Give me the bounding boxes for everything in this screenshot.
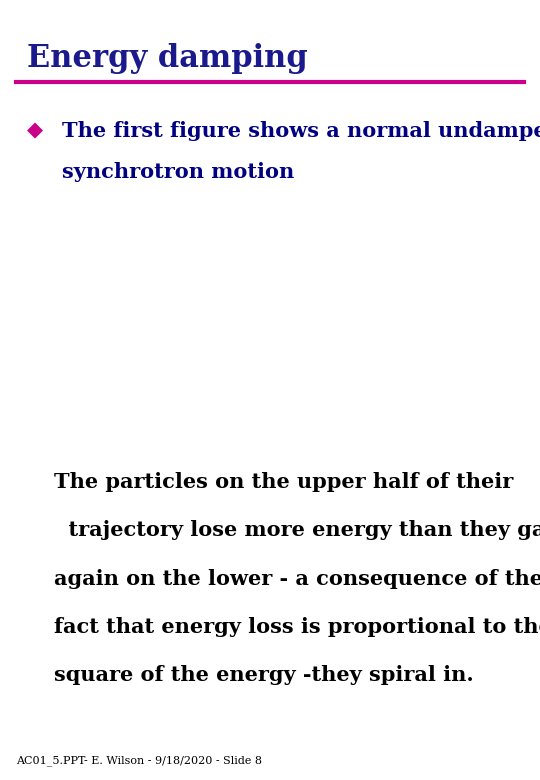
Text: AC01_5.PPT- E. Wilson - 9/18/2020 - Slide 8: AC01_5.PPT- E. Wilson - 9/18/2020 - Slid…: [16, 755, 262, 766]
Text: ◆: ◆: [27, 121, 43, 141]
Text: synchrotron motion: synchrotron motion: [62, 162, 294, 183]
Text: fact that energy loss is proportional to the: fact that energy loss is proportional to…: [54, 617, 540, 637]
Text: trajectory lose more energy than they gain: trajectory lose more energy than they ga…: [54, 520, 540, 541]
Text: Energy damping: Energy damping: [27, 43, 308, 74]
Text: square of the energy -they spiral in.: square of the energy -they spiral in.: [54, 665, 474, 686]
Text: again on the lower - a consequence of the: again on the lower - a consequence of th…: [54, 569, 540, 589]
Text: The first figure shows a normal undamped: The first figure shows a normal undamped: [62, 121, 540, 141]
Text: The particles on the upper half of their: The particles on the upper half of their: [54, 472, 513, 492]
